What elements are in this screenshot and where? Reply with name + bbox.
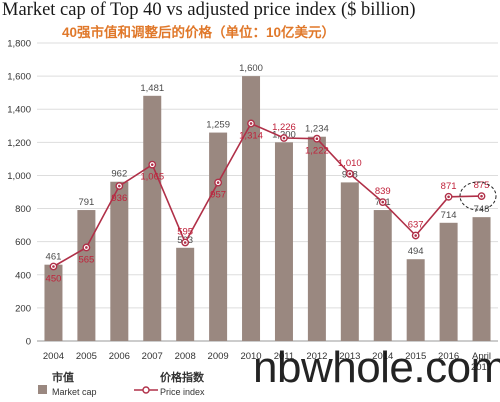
price-index-point-core [150, 163, 154, 166]
price-index-label: 1,222 [305, 146, 329, 157]
price-index-point-core [118, 184, 121, 188]
bar [340, 182, 359, 341]
price-index-point-core [447, 195, 450, 199]
legend-bar-swatch [38, 385, 47, 394]
legend: 市值 Market cap 价格指数 Price index [38, 370, 205, 397]
chart-subtitle: 40强市值和调整后的价格（单位：10亿美元） [62, 25, 336, 40]
bar-value-label: 791 [78, 197, 94, 208]
bar-value-label: 714 [441, 210, 457, 221]
price-index-label: 637 [408, 220, 424, 231]
price-index-point-core [348, 172, 352, 176]
y-tick-label: 1,200 [7, 138, 31, 149]
highlight-circle [459, 181, 497, 211]
price-index-point-core [381, 200, 385, 204]
price-index-point-core [216, 181, 220, 184]
price-index-label: 1,226 [272, 122, 296, 133]
price-index-label: 595 [177, 226, 193, 237]
bar [274, 142, 293, 341]
price-index-point-core [85, 246, 88, 249]
bar-value-label: 962 [111, 169, 127, 180]
bar-value-label: 494 [408, 246, 424, 257]
y-tick-label: 400 [15, 270, 31, 281]
x-tick-label: 2015 [405, 351, 426, 362]
x-tick-label: 2013 [339, 351, 360, 362]
price-index-label: 1,065 [140, 172, 164, 183]
price-index-point-core [249, 122, 253, 125]
watermark: nbwhole.com [253, 343, 500, 392]
y-tick-label: 1,600 [7, 72, 31, 83]
bar [373, 210, 392, 341]
legend-line-label: Price index [160, 387, 205, 397]
x-tick-label: 2009 [208, 351, 229, 362]
price-index-point-core [480, 194, 483, 198]
x-tick-label: 2007 [142, 351, 163, 362]
x-tick-label: 2004 [43, 351, 64, 362]
price-index-point-core [52, 265, 55, 268]
price-index-line [53, 122, 482, 268]
bars [44, 76, 491, 341]
legend-line-marker [142, 386, 150, 394]
price-index-label: 565 [78, 254, 94, 265]
y-tick-label: 1,000 [7, 171, 31, 182]
y-tick-label: 1,400 [7, 105, 31, 116]
bar [44, 264, 63, 341]
x-tick-label: 2005 [76, 351, 97, 362]
x-tick-label: 2016 [438, 351, 459, 362]
x-tick-label: 2008 [175, 351, 196, 362]
bar-value-label: 1,600 [239, 63, 263, 74]
price-index-point-core [183, 241, 187, 244]
y-tick-label: 600 [15, 237, 31, 248]
x-tick-label: 2006 [109, 351, 130, 362]
bar [307, 136, 326, 341]
price-index-label: 875 [474, 180, 490, 191]
price-index-label: 871 [441, 181, 457, 192]
price-index-path [53, 122, 482, 268]
legend-line-label-cn: 价格指数 [160, 370, 205, 384]
bar [110, 181, 129, 341]
legend-bar-label-cn: 市值 [52, 370, 74, 384]
price-index-label: 839 [375, 186, 391, 197]
legend-bar-label: Market cap [52, 387, 97, 397]
price-index-labels: 450 565 936 1,065 595 957 1,314 1,226 1,222 1,010… [46, 122, 490, 284]
x-tick-label: 2011 [274, 351, 294, 362]
y-tick-label: 800 [15, 204, 31, 215]
bar-value-label: 1,234 [305, 124, 329, 135]
y-axis-ticks: 0 200 400 600 800 1,000 1,200 1,400 1,600 1,800 [7, 39, 31, 348]
bar [472, 217, 491, 341]
bar-value-label: 1,259 [206, 120, 230, 131]
price-index-point-core [414, 234, 417, 237]
bar [77, 210, 96, 341]
y-tick-label: 0 [26, 337, 31, 348]
x-tick-label: 2010 [240, 351, 261, 362]
price-index-label: 1,010 [338, 158, 362, 169]
bar-value-label: 1,481 [140, 83, 164, 94]
price-index-point-core [282, 136, 286, 140]
bar [242, 76, 261, 341]
x-tick-label: 2014 [372, 351, 393, 362]
x-tick-label: April 2017 [471, 351, 492, 373]
x-axis-ticks: 2004 2005 2006 2007 2008 2009 2010 2011 2012 2013… [43, 351, 492, 373]
y-tick-label: 200 [15, 303, 31, 314]
bar [143, 95, 162, 341]
price-index-label: 936 [111, 193, 127, 204]
bar [406, 259, 425, 341]
price-index-label: 957 [210, 190, 226, 201]
price-index-label: 450 [46, 274, 62, 285]
bar [209, 132, 228, 341]
bar [176, 247, 195, 341]
gridlines [37, 42, 498, 342]
y-tick-label: 1,800 [7, 39, 31, 50]
price-index-label: 1,314 [239, 130, 263, 141]
chart-title: Market cap of Top 40 vs adjusted price i… [2, 0, 416, 20]
bar [439, 222, 458, 341]
price-index-points [49, 119, 486, 271]
price-index-point-core [315, 137, 319, 140]
bar-value-label: 461 [46, 252, 62, 263]
x-tick-label: 2012 [306, 351, 327, 362]
